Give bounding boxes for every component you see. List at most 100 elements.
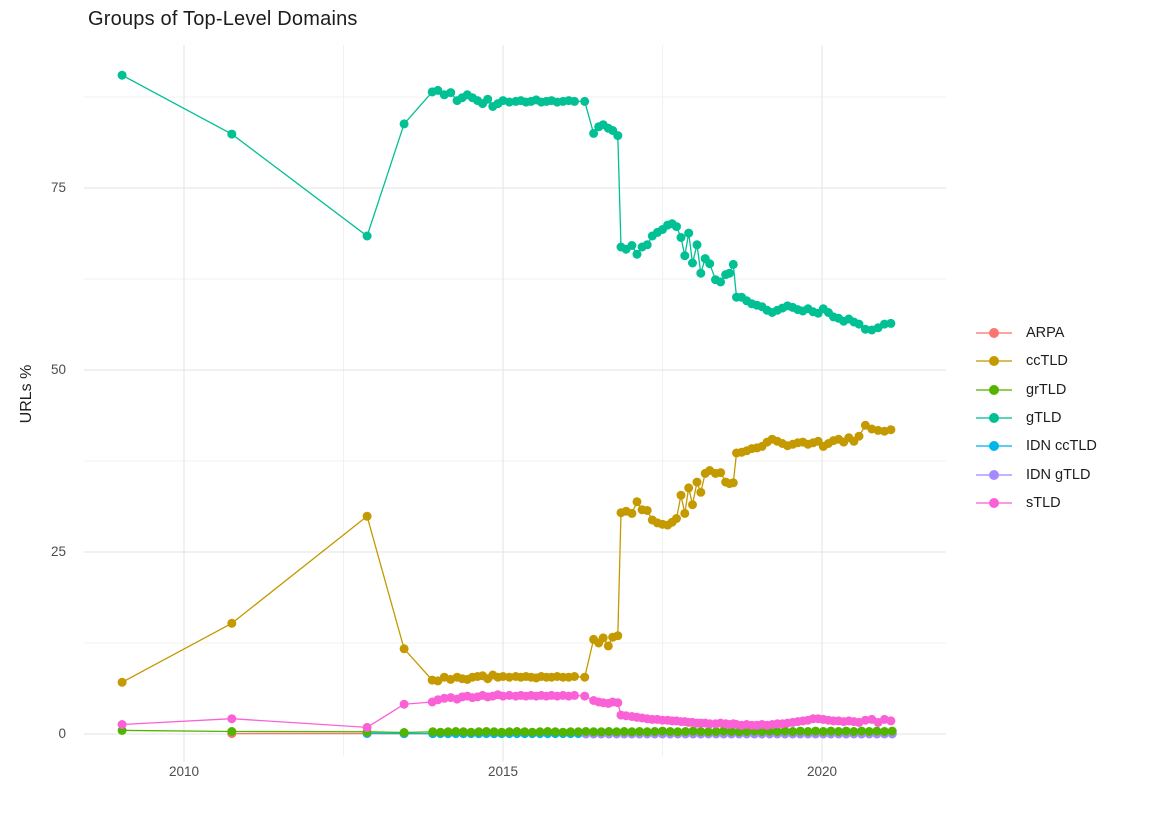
data-point-cctld	[688, 500, 697, 510]
data-point-gtld	[642, 240, 652, 250]
data-point-gtld	[705, 259, 715, 269]
legend-item-gtld: gTLD	[976, 404, 1097, 432]
data-point-cctld	[117, 677, 127, 687]
data-point-grtld	[399, 728, 409, 737]
data-point-gtld	[362, 231, 372, 241]
series-cctld	[117, 420, 896, 687]
data-point-gtld	[580, 96, 590, 106]
series-gtld	[117, 70, 896, 335]
data-point-grtld	[550, 727, 560, 737]
legend-item-idn-cctld: IDN ccTLD	[976, 432, 1097, 460]
data-point-cctld	[362, 511, 372, 521]
x-tick-label-2015: 2015	[487, 764, 519, 779]
data-point-grtld	[635, 727, 644, 736]
data-point-cctld	[696, 487, 706, 497]
data-point-cctld	[570, 672, 579, 681]
data-point-stld	[886, 716, 896, 726]
data-point-cctld	[684, 483, 694, 493]
data-point-cctld	[728, 478, 738, 488]
data-point-grtld	[589, 727, 599, 737]
data-point-grtld	[681, 727, 690, 736]
data-point-grtld	[757, 727, 767, 736]
data-point-grtld	[596, 727, 606, 737]
data-point-grtld	[658, 726, 667, 736]
data-point-grtld	[673, 727, 683, 737]
data-point-gtld	[716, 277, 726, 287]
data-point-gtld	[632, 249, 642, 259]
data-point-cctld	[598, 633, 608, 643]
data-point-gtld	[728, 259, 738, 269]
data-point-grtld	[458, 727, 468, 737]
data-point-gtld	[433, 85, 443, 95]
data-point-gtld	[613, 131, 623, 141]
chart-title: Groups of Top-Level Domains	[88, 8, 358, 30]
legend-item-arpa: ARPA	[976, 319, 1097, 347]
data-point-grtld	[742, 727, 752, 736]
legend-item-stld: sTLD	[976, 489, 1097, 517]
data-point-grtld	[436, 727, 445, 737]
data-point-cctld	[676, 490, 686, 500]
data-point-grtld	[566, 727, 576, 737]
data-point-grtld	[535, 727, 545, 737]
legend-item-cctld: ccTLD	[976, 347, 1097, 375]
y-tick-label-25: 25	[50, 544, 66, 559]
series-line-gtld	[121, 74, 891, 331]
data-point-grtld	[497, 727, 507, 737]
data-point-gtld	[696, 268, 706, 278]
data-point-grtld	[665, 727, 675, 736]
data-point-cctld	[580, 672, 590, 682]
data-point-grtld	[803, 727, 813, 736]
data-point-grtld	[612, 727, 622, 737]
data-point-cctld	[692, 477, 702, 487]
data-point-grtld	[880, 727, 889, 736]
data-point-gtld	[399, 119, 409, 129]
series-stld	[117, 690, 896, 732]
y-tick-label-0: 0	[58, 726, 66, 741]
data-point-cctld	[680, 508, 690, 518]
data-point-cctld	[672, 514, 681, 523]
data-point-cctld	[627, 508, 637, 518]
legend-item-idn-gtld: IDN gTLD	[976, 460, 1097, 488]
legend-label: grTLD	[1026, 381, 1067, 398]
data-point-grtld	[811, 726, 821, 736]
data-point-grtld	[650, 727, 660, 736]
data-point-grtld	[872, 726, 882, 736]
data-point-cctld	[716, 468, 726, 478]
data-point-stld	[613, 698, 623, 708]
data-point-grtld	[558, 727, 568, 737]
data-point-grtld	[719, 726, 729, 736]
data-point-gtld	[688, 258, 697, 268]
data-point-cctld	[632, 497, 642, 507]
legend-label: gTLD	[1026, 410, 1062, 427]
y-tick-label-75: 75	[50, 180, 66, 195]
legend-key-gtld-icon	[976, 409, 1012, 427]
data-point-gtld	[446, 88, 456, 98]
data-point-gtld	[680, 251, 690, 261]
data-point-stld	[117, 720, 127, 729]
data-point-gtld	[483, 94, 493, 104]
data-point-stld	[362, 722, 372, 732]
data-point-grtld	[711, 727, 721, 736]
legend: ARPA ccTLD grTLD gTLD IDN ccTLD IDN gTLD…	[976, 319, 1097, 517]
legend-item-grtld: grTLD	[976, 376, 1097, 404]
data-point-gtld	[725, 268, 734, 278]
data-point-grtld	[474, 727, 484, 737]
data-point-grtld	[604, 727, 614, 736]
data-point-grtld	[443, 727, 453, 737]
data-point-grtld	[703, 727, 713, 737]
data-point-gtld	[886, 318, 896, 328]
data-point-grtld	[780, 726, 790, 736]
legend-key-grtld-icon	[976, 381, 1012, 399]
data-point-grtld	[826, 726, 836, 736]
legend-label: IDN gTLD	[1026, 466, 1091, 483]
data-point-grtld	[864, 727, 874, 736]
data-point-grtld	[696, 727, 706, 736]
data-point-gtld	[672, 222, 681, 232]
data-point-grtld	[849, 727, 859, 736]
data-point-cctld	[399, 644, 409, 654]
legend-key-idn-gtld-icon	[976, 466, 1012, 484]
data-point-grtld	[520, 727, 530, 737]
data-point-gtld	[227, 129, 237, 139]
data-point-cctld	[642, 506, 652, 515]
